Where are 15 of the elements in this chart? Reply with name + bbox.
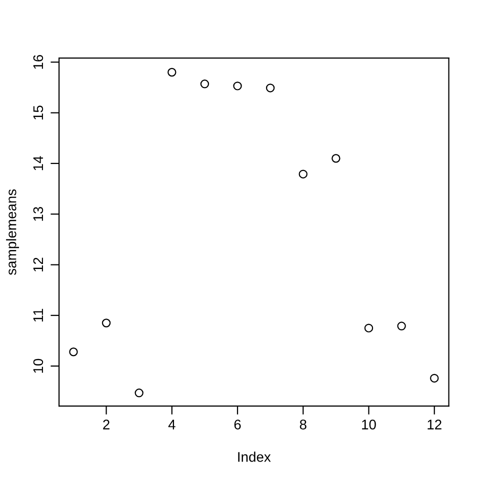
y-tick-label: 16 — [33, 55, 44, 69]
x-tick-label: 2 — [103, 420, 110, 430]
x-tick-label: 4 — [168, 420, 176, 430]
x-axis-title: Index — [238, 452, 271, 462]
x-tick-label: 8 — [300, 420, 306, 430]
y-tick-label: 10 — [33, 358, 44, 373]
y-tick-label: 13 — [33, 206, 44, 221]
y-tick-label: 12 — [33, 258, 43, 272]
y-tick-label: 11 — [33, 308, 43, 322]
y-axis-title: samplemeans — [6, 189, 20, 275]
x-tick-label: 10 — [362, 420, 376, 430]
y-tick-label: 14 — [33, 156, 43, 170]
x-tick-label: 12 — [428, 420, 442, 430]
y-tick-label: 15 — [33, 106, 44, 120]
x-tick-label: 6 — [234, 420, 241, 430]
